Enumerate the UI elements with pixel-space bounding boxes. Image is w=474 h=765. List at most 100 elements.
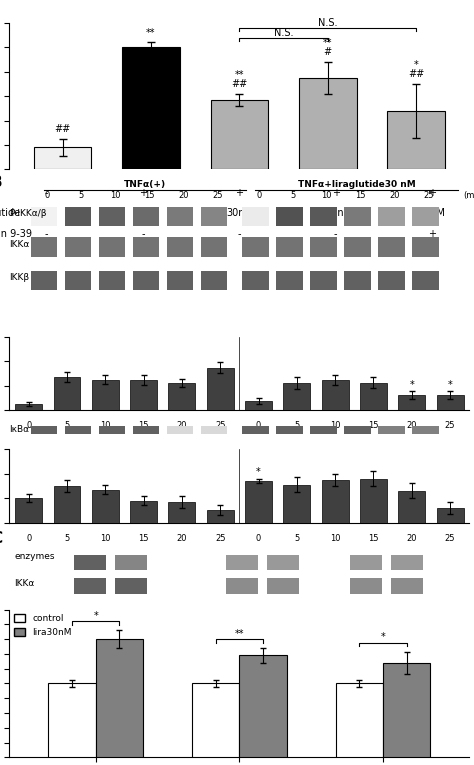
Text: -: -	[141, 229, 145, 239]
Bar	[115, 578, 147, 594]
Bar	[192, 683, 239, 757]
Text: IKKα: IKKα	[14, 579, 35, 588]
Bar	[226, 555, 258, 571]
Bar	[167, 237, 193, 257]
Bar	[48, 683, 96, 757]
Text: 15: 15	[138, 534, 149, 542]
Text: 25: 25	[212, 190, 223, 200]
Text: 0: 0	[26, 422, 31, 431]
Bar	[99, 207, 125, 226]
Bar	[245, 481, 272, 522]
Text: 5: 5	[294, 422, 300, 431]
Bar	[437, 395, 464, 410]
Bar	[344, 425, 371, 434]
Bar	[283, 382, 310, 410]
Text: -: -	[45, 208, 48, 218]
Bar	[99, 271, 125, 291]
Text: *: *	[448, 379, 453, 389]
Bar	[360, 479, 387, 522]
Text: 0: 0	[45, 190, 50, 200]
Text: ##: ##	[55, 124, 71, 134]
Bar	[99, 425, 125, 434]
Text: 0: 0	[26, 534, 31, 542]
Bar	[391, 578, 423, 594]
Text: -: -	[334, 229, 337, 239]
Bar	[242, 207, 269, 226]
Text: P-IKKα/β: P-IKKα/β	[9, 209, 47, 218]
Text: 5: 5	[290, 190, 295, 200]
Bar	[133, 207, 159, 226]
Text: C: C	[0, 531, 2, 546]
Bar	[167, 425, 193, 434]
Bar	[239, 656, 287, 757]
Bar	[201, 271, 228, 291]
Text: 25: 25	[215, 422, 226, 431]
Bar	[31, 271, 57, 291]
Bar	[31, 237, 57, 257]
Bar	[201, 425, 228, 434]
Bar	[64, 271, 91, 291]
Text: 0: 0	[256, 190, 261, 200]
Bar	[322, 379, 348, 410]
Text: 5: 5	[79, 190, 84, 200]
Bar	[378, 237, 405, 257]
Bar	[350, 578, 382, 594]
Text: 300nM: 300nM	[319, 208, 352, 218]
Bar	[276, 237, 303, 257]
Text: #: #	[324, 47, 332, 57]
Bar	[412, 425, 439, 434]
Text: 20: 20	[178, 190, 189, 200]
Bar	[378, 207, 405, 226]
Bar	[92, 490, 118, 522]
Bar	[276, 271, 303, 291]
Bar	[383, 662, 430, 757]
Text: 10: 10	[330, 534, 340, 542]
Text: B: B	[0, 174, 3, 190]
Bar	[15, 404, 42, 410]
Bar	[168, 502, 195, 522]
Bar	[34, 148, 91, 169]
Text: IKKα: IKKα	[9, 239, 30, 249]
Bar	[336, 683, 383, 757]
Bar	[74, 555, 106, 571]
Bar	[207, 367, 234, 410]
Bar	[242, 425, 269, 434]
Bar	[387, 111, 445, 169]
Text: 15: 15	[368, 534, 379, 542]
Legend: control, lira30nM: control, lira30nM	[14, 614, 72, 636]
Text: 15: 15	[356, 190, 366, 200]
Text: 15: 15	[144, 190, 155, 200]
Text: 20: 20	[177, 534, 187, 542]
Bar	[412, 237, 439, 257]
Bar	[64, 207, 91, 226]
Text: 10: 10	[330, 422, 340, 431]
Text: -: -	[141, 208, 145, 218]
Text: 10: 10	[100, 534, 110, 542]
Text: *: *	[93, 611, 98, 621]
Text: enzymes: enzymes	[14, 552, 55, 562]
Bar	[378, 425, 405, 434]
Bar	[115, 555, 147, 571]
Text: 15: 15	[368, 422, 379, 431]
Bar	[378, 271, 405, 291]
Text: +: +	[428, 229, 436, 239]
Bar	[322, 480, 348, 522]
Text: 10: 10	[100, 422, 110, 431]
Text: +: +	[332, 187, 340, 198]
Bar	[92, 379, 118, 410]
Bar	[226, 578, 258, 594]
Bar	[133, 425, 159, 434]
Bar	[310, 425, 337, 434]
Text: +: +	[428, 187, 436, 198]
Text: ##: ##	[231, 79, 247, 89]
Bar	[437, 508, 464, 522]
Text: 20: 20	[407, 534, 417, 542]
Text: TNFα(+): TNFα(+)	[124, 180, 166, 188]
Text: -: -	[237, 229, 241, 239]
Bar	[99, 237, 125, 257]
Text: **: **	[235, 70, 244, 80]
Bar	[276, 207, 303, 226]
Text: *: *	[410, 379, 414, 389]
Bar	[310, 207, 337, 226]
Bar	[54, 486, 81, 522]
